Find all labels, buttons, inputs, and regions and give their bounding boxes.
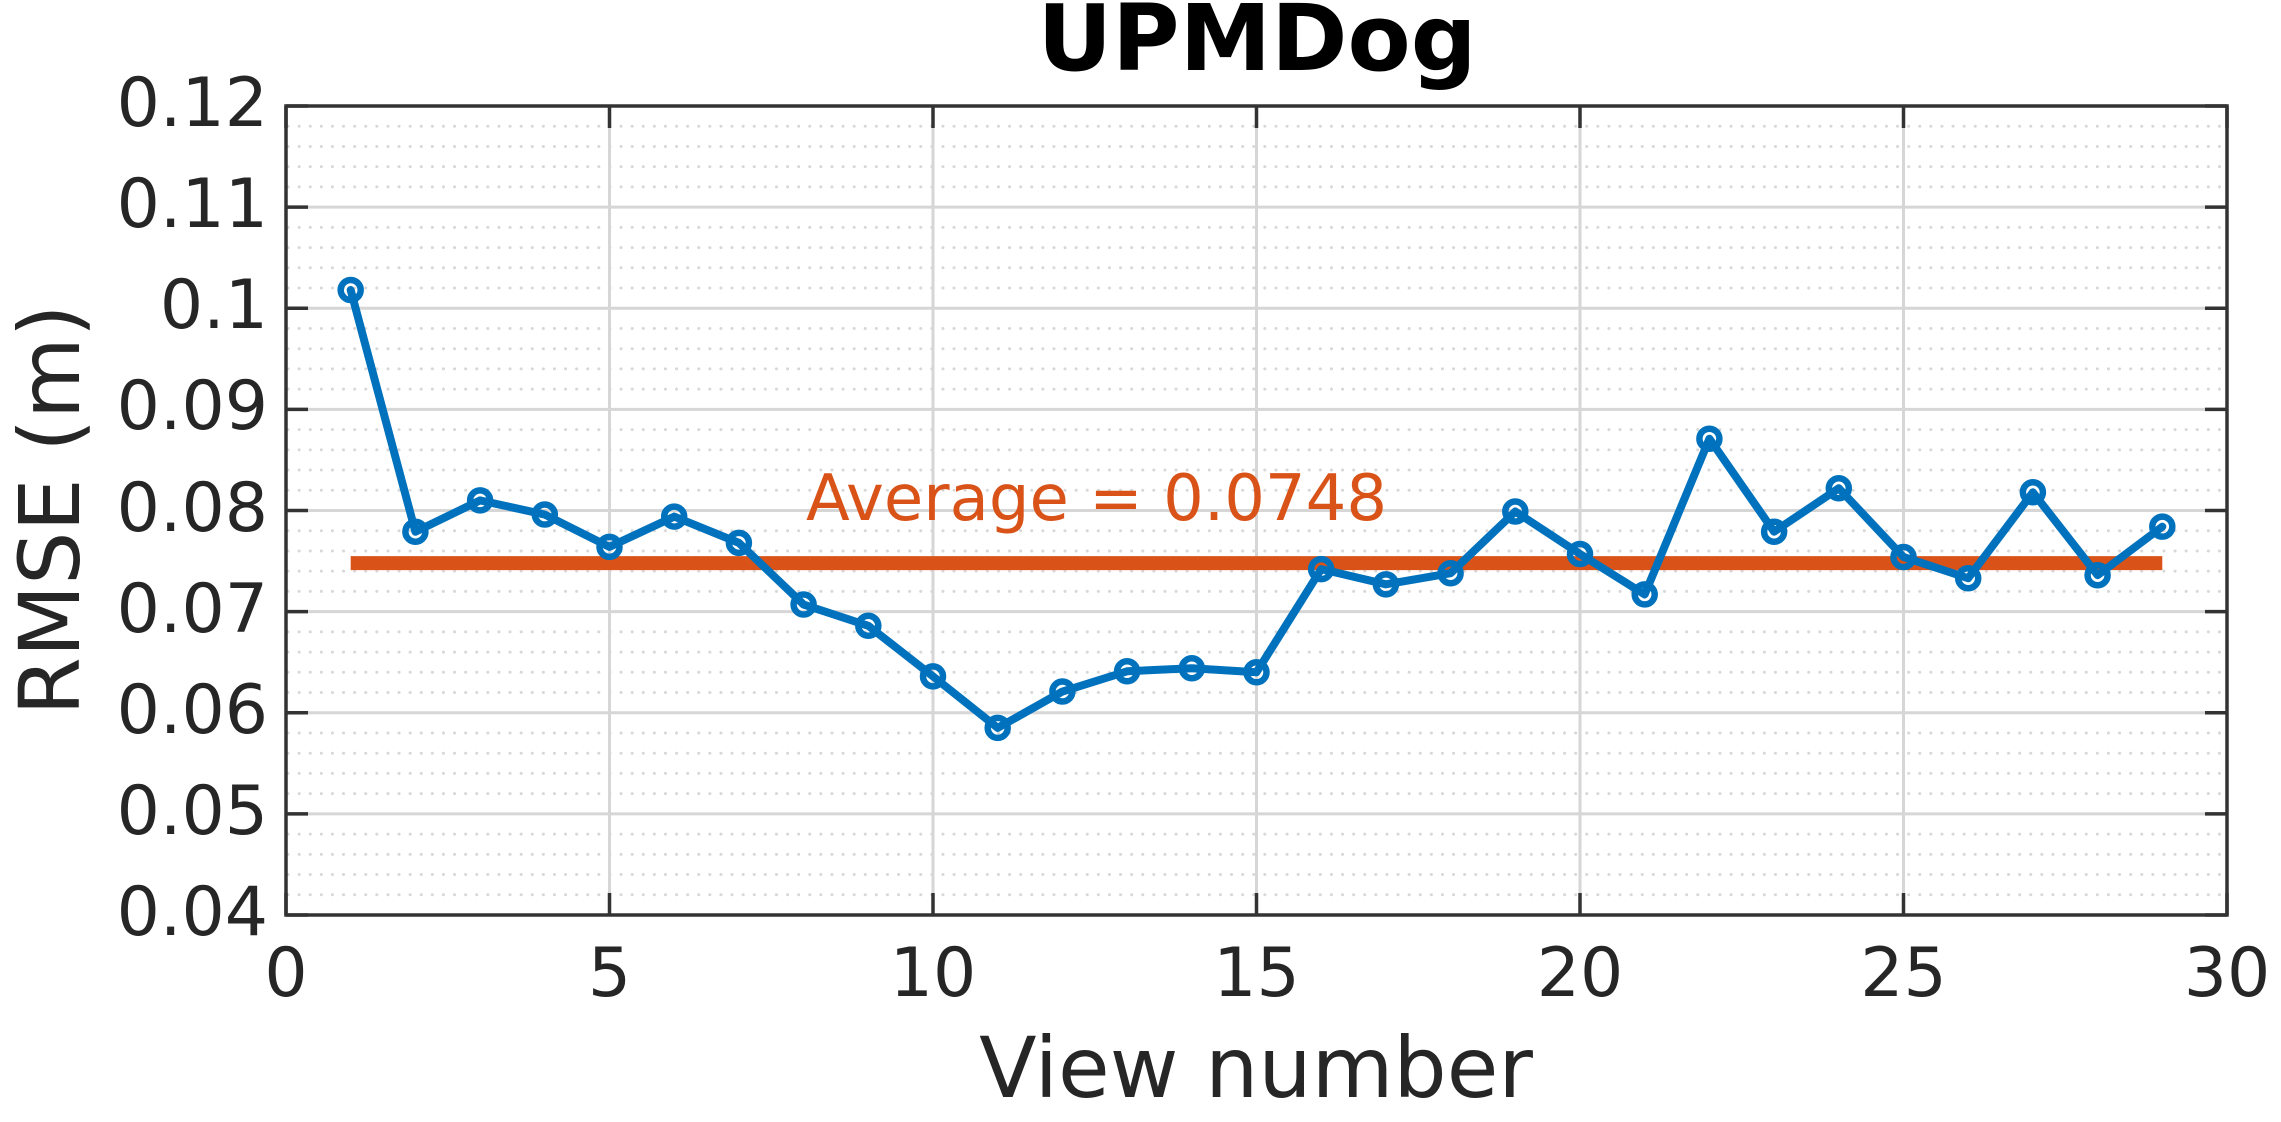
x-tick-label: 25 xyxy=(1860,934,1947,1013)
data-point-marker xyxy=(466,487,494,514)
data-point-marker xyxy=(1049,678,1076,705)
data-point-marker xyxy=(919,663,947,690)
y-tick-label: 0.1 xyxy=(159,266,268,346)
data-point-marker xyxy=(1954,565,1982,592)
data-point-marker xyxy=(984,714,1011,742)
data-point-markers xyxy=(337,276,2176,742)
y-tick-label: 0.08 xyxy=(116,468,268,548)
data-point-marker xyxy=(1178,655,1206,682)
data-point-marker xyxy=(725,529,753,557)
data-point-marker xyxy=(1502,498,1529,525)
data-point-marker xyxy=(1825,475,1853,502)
data-series-line xyxy=(346,286,2167,732)
data-point-marker xyxy=(1631,581,1658,608)
y-tick-label: 0.09 xyxy=(116,367,268,447)
data-point-marker xyxy=(1307,555,1335,583)
data-point-marker xyxy=(660,503,688,530)
x-tick-label: 5 xyxy=(587,934,632,1013)
y-tick-label: 0.11 xyxy=(116,165,268,245)
y-tick-label: 0.12 xyxy=(116,64,268,143)
data-point-marker xyxy=(2149,513,2176,540)
y-tick-label: 0.07 xyxy=(116,569,268,649)
data-point-marker xyxy=(2019,479,2047,506)
y-tick-label: 0.05 xyxy=(116,771,268,851)
data-point-marker xyxy=(790,591,817,618)
x-tick-label: 30 xyxy=(2183,934,2271,1013)
data-point-marker xyxy=(1372,571,1400,598)
data-point-marker xyxy=(2084,561,2111,589)
data-point-marker xyxy=(337,276,364,304)
axis-ticks xyxy=(284,104,2229,917)
y-axis-label: RMSE (m) xyxy=(1,304,99,716)
x-tick-label: 0 xyxy=(264,934,308,1013)
x-tick-label: 10 xyxy=(889,934,977,1013)
y-tick-label: 0.04 xyxy=(116,873,268,952)
data-point-marker xyxy=(1760,518,1788,545)
data-point-marker xyxy=(1890,543,1917,571)
major-gridlines xyxy=(286,106,2227,915)
data-point-marker xyxy=(1437,559,1464,587)
data-point-marker xyxy=(402,518,429,545)
x-tick-label: 20 xyxy=(1536,934,1624,1013)
x-axis-label: View number xyxy=(979,1019,1533,1117)
data-point-marker xyxy=(1113,658,1141,685)
average-annotation: Average = 0.0748 xyxy=(806,462,1388,536)
data-point-marker xyxy=(1696,425,1723,452)
y-tick-label: 0.06 xyxy=(116,670,268,750)
data-point-marker xyxy=(531,501,559,528)
data-point-marker xyxy=(855,612,882,640)
data-point-marker xyxy=(1566,540,1594,568)
x-tick-label: 15 xyxy=(1213,934,1300,1013)
data-point-marker xyxy=(596,533,623,561)
chart-title: UPMDog xyxy=(1037,0,1477,92)
data-point-marker xyxy=(1243,659,1270,686)
